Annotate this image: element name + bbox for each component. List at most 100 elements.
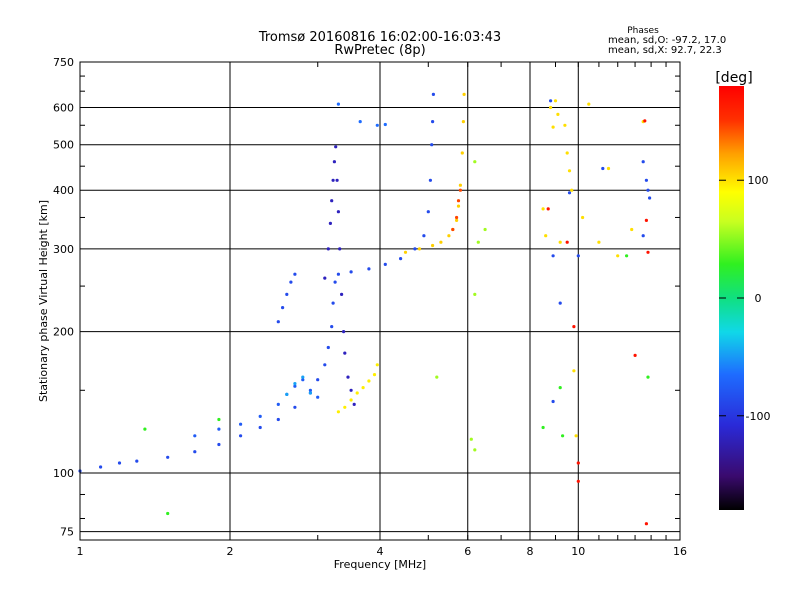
data-point <box>285 392 289 396</box>
data-point <box>276 320 280 324</box>
data-point <box>258 425 262 430</box>
colorbar-tick-label: 0 <box>755 292 762 305</box>
data-point <box>99 465 103 469</box>
data-point <box>330 199 334 203</box>
colorbar-tick-label: 100 <box>748 174 769 187</box>
stats-heading: Phases <box>627 26 659 36</box>
data-point <box>403 250 408 254</box>
data-point <box>473 292 477 296</box>
data-point <box>476 240 480 244</box>
data-point <box>455 218 459 222</box>
data-point <box>343 405 347 409</box>
data-point <box>293 382 297 386</box>
data-point <box>581 215 585 220</box>
data-point <box>431 243 435 248</box>
y-tick-label: 100 <box>53 467 74 480</box>
x-tick-label: 8 <box>527 545 534 558</box>
data-point <box>342 330 346 334</box>
data-point <box>641 160 645 164</box>
data-point <box>551 399 555 404</box>
data-point <box>358 120 362 124</box>
data-point <box>338 247 342 251</box>
data-point <box>461 120 465 124</box>
data-point <box>330 325 334 329</box>
y-tick-label: 500 <box>53 139 74 152</box>
data-point <box>561 434 565 438</box>
data-point <box>375 363 379 367</box>
data-point <box>549 105 553 110</box>
data-point <box>553 99 558 103</box>
data-point <box>473 160 477 164</box>
data-point <box>326 247 330 251</box>
chart-title: Tromsø 20160816 16:02:00-16:03:43 <box>258 30 501 45</box>
data-point <box>258 414 262 418</box>
data-point <box>625 254 629 258</box>
data-point <box>597 240 601 244</box>
data-point <box>587 102 591 106</box>
data-point <box>413 247 417 251</box>
data-point <box>422 234 426 238</box>
data-point <box>217 427 221 431</box>
data-point <box>328 221 332 225</box>
data-point <box>447 234 451 238</box>
data-point <box>567 169 572 173</box>
data-point <box>336 102 340 106</box>
stats-line-x: mean, sd,X: 92.7, 22.3 <box>608 45 722 56</box>
data-point <box>563 123 567 127</box>
data-point <box>558 301 562 305</box>
data-point <box>644 178 649 182</box>
data-point <box>135 459 139 463</box>
data-point <box>117 461 122 465</box>
data-point <box>570 188 574 192</box>
data-point <box>143 427 147 431</box>
colorbar-tick-label: -100 <box>746 410 771 423</box>
data-point <box>546 207 550 211</box>
data-point <box>217 417 221 422</box>
data-point <box>556 112 560 116</box>
data-point <box>281 306 285 310</box>
data-point <box>473 448 477 452</box>
data-point <box>375 123 379 127</box>
data-point <box>567 191 572 195</box>
data-point <box>455 215 459 220</box>
x-tick-label: 16 <box>673 545 687 558</box>
data-point <box>331 301 335 305</box>
data-point <box>646 375 650 379</box>
data-point <box>541 207 545 211</box>
data-point <box>331 178 335 182</box>
data-point <box>340 292 344 296</box>
data-point <box>308 388 312 392</box>
x-tick-label: 2 <box>227 545 234 558</box>
data-point <box>276 402 280 406</box>
data-point <box>430 143 434 147</box>
y-tick-label: 750 <box>53 56 74 69</box>
data-point <box>544 234 548 238</box>
chart-subtitle: RwPretec (8p) <box>334 43 425 58</box>
data-point <box>462 92 466 96</box>
data-point <box>646 250 650 254</box>
data-point <box>435 375 439 379</box>
data-point <box>644 522 649 526</box>
x-tick-label: 4 <box>377 545 384 558</box>
data-point <box>323 363 327 367</box>
y-tick-label: 600 <box>53 102 74 115</box>
data-point <box>367 379 371 383</box>
data-point <box>558 240 562 244</box>
data-point <box>431 92 435 96</box>
data-point <box>641 234 645 238</box>
stats-line-o: mean, sd,O: -97.2, 17.0 <box>608 35 726 46</box>
y-axis-label: Stationary phase Virtual Height [km] <box>37 200 50 402</box>
x-tick-label: 1 <box>77 545 84 558</box>
x-tick-label: 6 <box>464 545 471 558</box>
data-point <box>576 254 580 258</box>
data-point <box>336 410 340 414</box>
data-point <box>565 240 569 244</box>
data-point <box>372 373 377 377</box>
data-point <box>239 434 243 438</box>
data-point <box>648 196 652 200</box>
x-axis-label: Frequency [MHz] <box>334 558 426 571</box>
y-tick-label: 200 <box>53 326 74 339</box>
data-point <box>630 227 634 232</box>
data-point <box>333 280 337 284</box>
